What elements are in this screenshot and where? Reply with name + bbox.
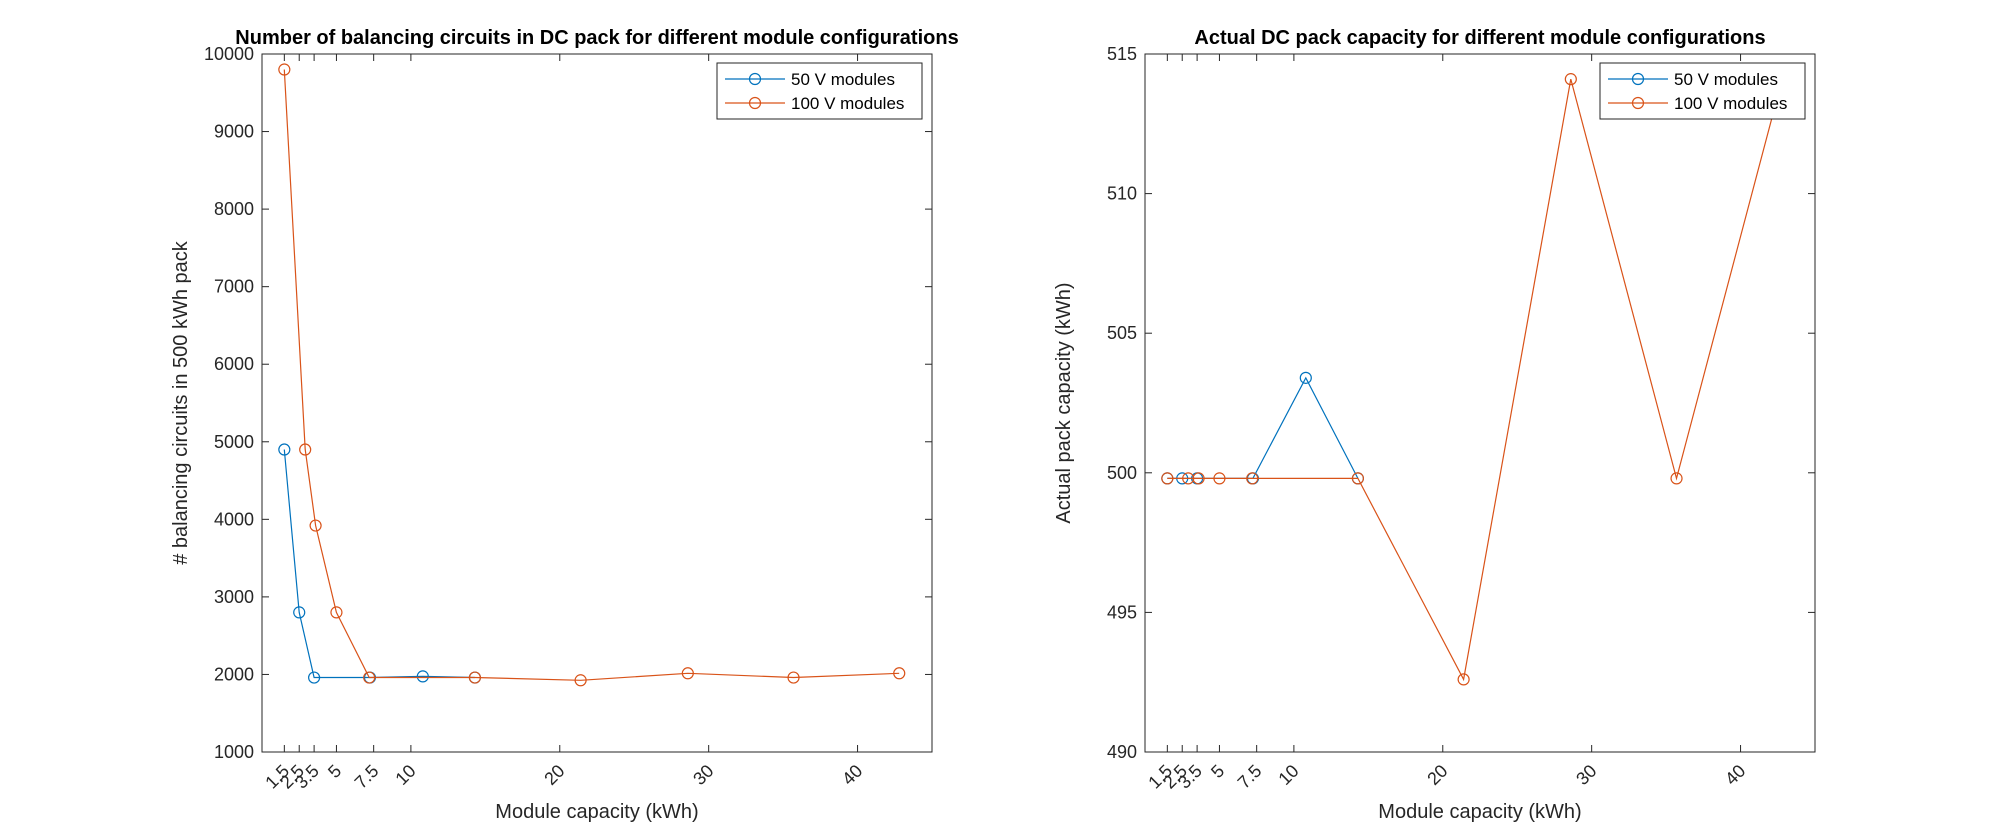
data-point xyxy=(278,63,291,76)
y-tick-label: 3000 xyxy=(214,587,254,607)
data-point xyxy=(681,667,694,680)
y-tick-label: 1000 xyxy=(214,742,254,762)
y-tick-label: 2000 xyxy=(214,664,254,684)
data-point xyxy=(299,443,312,456)
legend-entry: 100 V modules xyxy=(791,94,904,113)
legend: 50 V modules 100 V modules xyxy=(1599,62,1806,120)
series-line xyxy=(283,69,900,681)
data-point xyxy=(1192,472,1205,485)
legend-marker xyxy=(748,72,762,86)
y-tick-label: 9000 xyxy=(214,122,254,142)
data-point xyxy=(1457,673,1470,686)
y-axis-label: # balancing circuits in 500 kWh pack xyxy=(170,240,192,564)
y-tick-label: 505 xyxy=(1107,323,1137,343)
data-point xyxy=(1246,472,1259,485)
y-tick-label: 7000 xyxy=(214,277,254,297)
x-axis-label: Module capacity (kWh) xyxy=(1378,801,1581,823)
chart-title: Actual DC pack capacity for different mo… xyxy=(1194,27,1765,49)
x-axis-label: Module capacity (kWh) xyxy=(495,801,698,823)
y-axis-label: Actual pack capacity (kWh) xyxy=(1053,282,1075,523)
y-tick-label: 515 xyxy=(1107,44,1137,64)
y-tick-label: 10000 xyxy=(204,44,254,64)
y-tick-label: 8000 xyxy=(214,199,254,219)
y-tick-label: 5000 xyxy=(214,432,254,452)
data-point xyxy=(278,443,291,456)
data-point xyxy=(293,606,306,619)
legend: 50 V modules 100 V modules xyxy=(716,62,923,120)
data-point xyxy=(1161,472,1174,485)
legend-marker xyxy=(748,96,762,110)
plot-area xyxy=(261,53,933,753)
legend-entry: 100 V modules xyxy=(1674,94,1787,113)
data-point xyxy=(309,519,322,532)
data-point xyxy=(308,671,321,684)
y-tick-label: 495 xyxy=(1107,602,1137,622)
legend-marker xyxy=(1631,72,1645,86)
data-point xyxy=(893,667,906,680)
series-2 xyxy=(278,63,906,687)
legend-entry: 50 V modules xyxy=(791,70,895,89)
data-point xyxy=(468,671,482,684)
chart-1: 1000 2000 3000 4000 5000 6000 7000 8000 9000 1000… xyxy=(170,27,959,823)
data-point xyxy=(787,671,800,684)
data-point xyxy=(416,670,429,683)
data-point xyxy=(330,606,343,619)
y-tick-label: 490 xyxy=(1107,742,1137,762)
legend-marker xyxy=(1631,96,1645,110)
data-point xyxy=(574,674,587,687)
legend-entry: 50 V modules xyxy=(1674,70,1778,89)
legend-box xyxy=(716,62,923,120)
legend-box xyxy=(1599,62,1806,120)
y-tick-label: 4000 xyxy=(214,509,254,529)
y-tick-label: 6000 xyxy=(214,354,254,374)
series-line xyxy=(283,449,475,679)
y-tick-label: 510 xyxy=(1107,184,1137,204)
data-point xyxy=(1351,472,1365,485)
data-point xyxy=(1564,73,1577,86)
data-point xyxy=(1213,472,1226,485)
series-2 xyxy=(1161,73,1789,686)
plot-area xyxy=(1144,53,1816,753)
data-point xyxy=(1299,371,1312,384)
data-point xyxy=(1670,472,1683,485)
data-point xyxy=(363,671,376,684)
y-tick-label: 500 xyxy=(1107,463,1137,483)
chart-title: Number of balancing circuits in DC pack … xyxy=(235,27,958,49)
